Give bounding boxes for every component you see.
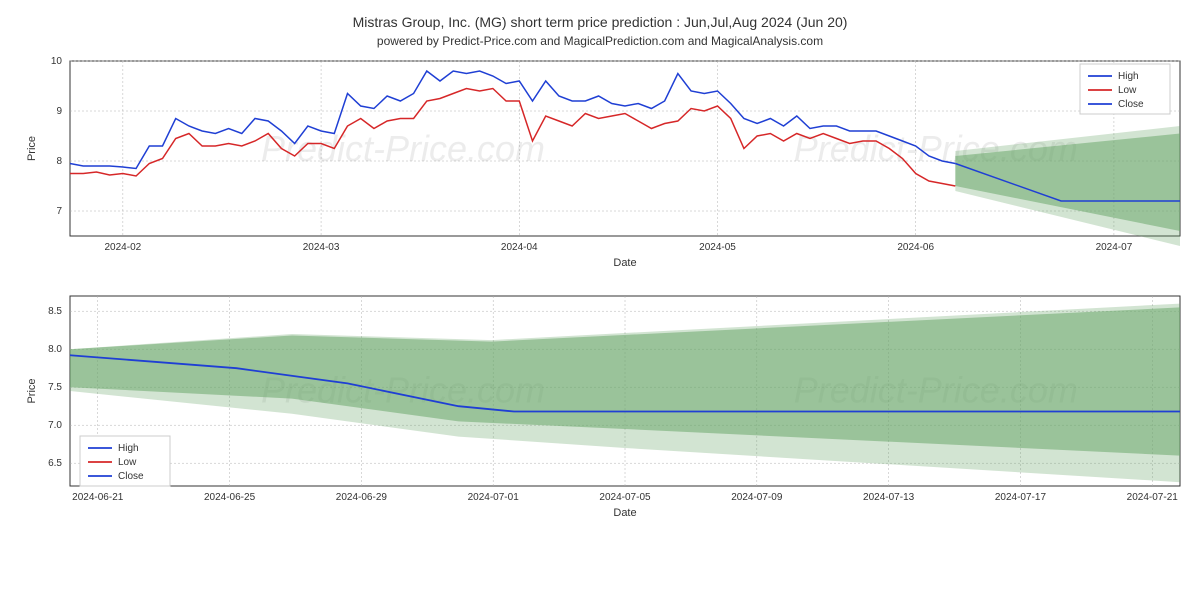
svg-text:Price: Price <box>26 136 38 161</box>
svg-text:7.5: 7.5 <box>48 382 62 393</box>
top-chart: 7 8 9 10 2024-02 2024-03 2024-04 2024-05 2024-06… <box>10 56 1190 286</box>
chart-title: Mistras Group, Inc. (MG) short term pric… <box>10 14 1190 30</box>
svg-text:7.0: 7.0 <box>48 420 62 431</box>
svg-text:Date: Date <box>613 257 636 269</box>
svg-text:2024-06-21: 2024-06-21 <box>72 492 124 503</box>
svg-text:2024-07-21: 2024-07-21 <box>1127 492 1179 503</box>
svg-text:Low: Low <box>1118 85 1137 96</box>
svg-text:2024-07: 2024-07 <box>1096 242 1133 253</box>
svg-text:Close: Close <box>1118 99 1144 110</box>
chart-subtitle: powered by Predict-Price.com and Magical… <box>10 34 1190 48</box>
svg-text:2024-05: 2024-05 <box>699 242 736 253</box>
bottom-chart: 6.5 7.0 7.5 8.0 8.5 2024-06-21 2024-06-25 2024-… <box>10 286 1190 546</box>
svg-text:High: High <box>1118 71 1139 82</box>
svg-text:2024-07-01: 2024-07-01 <box>468 492 520 503</box>
svg-text:High: High <box>118 443 139 454</box>
svg-text:Low: Low <box>118 457 137 468</box>
svg-text:2024-03: 2024-03 <box>303 242 340 253</box>
svg-text:6.5: 6.5 <box>48 458 62 469</box>
svg-text:Close: Close <box>118 471 144 482</box>
svg-text:8: 8 <box>56 156 62 167</box>
svg-text:2024-07-09: 2024-07-09 <box>731 492 783 503</box>
svg-text:10: 10 <box>51 56 63 67</box>
svg-text:2024-07-17: 2024-07-17 <box>995 492 1047 503</box>
svg-text:7: 7 <box>56 206 62 217</box>
svg-text:2024-04: 2024-04 <box>501 242 538 253</box>
svg-text:2024-06-25: 2024-06-25 <box>204 492 256 503</box>
svg-text:Price: Price <box>26 378 38 403</box>
svg-text:Date: Date <box>613 507 636 519</box>
svg-text:2024-07-13: 2024-07-13 <box>863 492 915 503</box>
svg-text:8.0: 8.0 <box>48 344 62 355</box>
svg-text:2024-02: 2024-02 <box>105 242 142 253</box>
svg-text:2024-06: 2024-06 <box>897 242 934 253</box>
chart-figure: Mistras Group, Inc. (MG) short term pric… <box>10 14 1190 546</box>
svg-text:8.5: 8.5 <box>48 306 62 317</box>
svg-text:2024-06-29: 2024-06-29 <box>336 492 388 503</box>
svg-text:2024-07-05: 2024-07-05 <box>599 492 651 503</box>
svg-text:9: 9 <box>56 106 62 117</box>
